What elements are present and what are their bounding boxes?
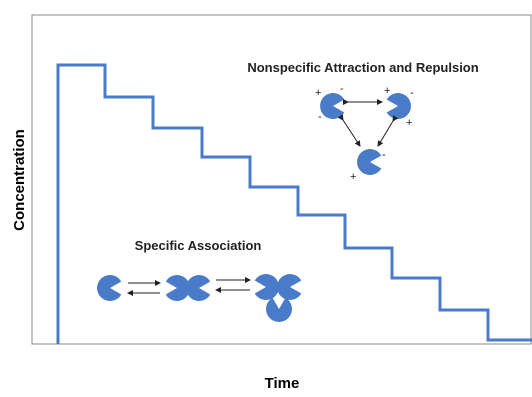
- charge: +: [350, 171, 356, 183]
- charge: +: [384, 85, 390, 97]
- charge: -: [340, 83, 344, 95]
- charge: +: [315, 87, 321, 99]
- arrow: [377, 115, 399, 147]
- step-line: [56, 63, 532, 344]
- charge: -: [410, 87, 414, 99]
- charge: -: [382, 149, 386, 161]
- specific-group: [97, 274, 302, 322]
- specific-label: Specific Association: [135, 238, 262, 253]
- charge: -: [318, 111, 322, 123]
- charge: +: [406, 117, 412, 129]
- nonspecific-group: + - - + - + - +: [315, 83, 414, 183]
- arrow: [337, 114, 361, 147]
- x-axis-label: Time: [265, 375, 300, 392]
- y-axis-label: Concentration: [11, 129, 28, 231]
- nonspecific-label: Nonspecific Attraction and Repulsion: [247, 60, 478, 75]
